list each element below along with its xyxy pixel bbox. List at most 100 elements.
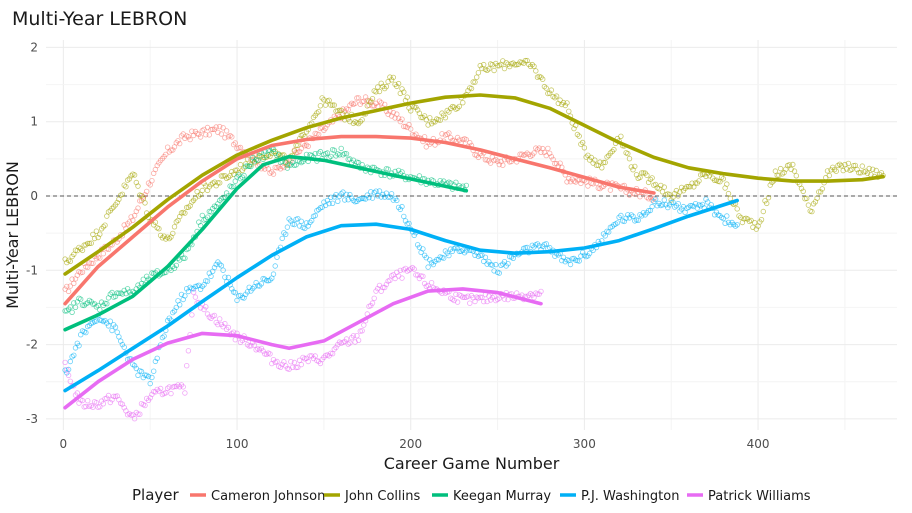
data-point — [100, 224, 106, 230]
data-point — [305, 358, 311, 365]
data-point — [677, 189, 683, 195]
data-point — [329, 351, 336, 357]
data-point — [866, 165, 872, 172]
data-point — [484, 298, 490, 305]
data-point — [437, 117, 443, 123]
data-point — [837, 161, 843, 167]
data-point — [798, 185, 805, 192]
data-point — [114, 199, 120, 206]
data-point — [507, 63, 513, 70]
data-point — [270, 171, 277, 177]
data-point — [496, 270, 502, 276]
smooth-line — [63, 134, 656, 306]
data-point — [321, 199, 327, 205]
data-point — [493, 261, 499, 268]
data-point — [183, 204, 190, 211]
data-point — [394, 197, 400, 204]
data-point — [625, 150, 631, 157]
data-point — [390, 197, 396, 203]
data-point — [126, 219, 133, 225]
data-point — [711, 177, 718, 183]
data-point — [163, 236, 169, 242]
data-point — [164, 385, 171, 391]
y-tick-label: 0 — [30, 189, 38, 203]
data-point — [312, 212, 318, 219]
data-point — [387, 74, 393, 80]
data-point — [531, 294, 537, 301]
data-point — [67, 358, 73, 365]
data-point — [225, 324, 232, 331]
data-point — [135, 372, 141, 378]
data-point — [182, 390, 188, 396]
data-point — [303, 220, 310, 226]
data-point — [215, 180, 221, 186]
data-point — [481, 298, 487, 305]
data-point — [415, 107, 421, 113]
data-point — [552, 160, 558, 167]
data-point — [331, 147, 337, 153]
data-point — [276, 164, 282, 170]
data-point — [545, 145, 551, 152]
data-point — [670, 199, 676, 205]
data-point — [375, 193, 381, 199]
data-point — [258, 281, 265, 287]
data-point — [616, 214, 622, 220]
data-point — [416, 173, 423, 179]
data-point — [312, 150, 318, 157]
smooth-line — [63, 93, 885, 276]
data-point — [328, 153, 334, 160]
data-point — [635, 217, 641, 223]
data-point — [326, 200, 332, 207]
data-point — [423, 144, 429, 150]
data-point — [378, 80, 384, 86]
data-point — [645, 207, 652, 214]
data-point — [458, 293, 464, 299]
data-point — [385, 194, 391, 200]
data-point — [105, 323, 112, 329]
data-point — [232, 290, 238, 296]
data-point — [369, 95, 376, 102]
data-point — [279, 235, 285, 242]
data-point — [196, 131, 202, 137]
data-point — [725, 190, 732, 197]
data-point — [597, 159, 603, 165]
data-point — [460, 294, 466, 300]
data-point — [164, 144, 171, 150]
data-point — [368, 189, 374, 195]
data-point — [859, 163, 865, 169]
data-point — [336, 152, 343, 158]
data-point — [225, 274, 232, 281]
data-point — [65, 372, 72, 379]
data-point — [817, 189, 824, 195]
data-point — [260, 348, 266, 354]
data-point — [449, 296, 456, 302]
data-point — [441, 255, 447, 261]
data-point — [185, 134, 192, 140]
data-point — [295, 215, 301, 222]
data-point — [647, 194, 654, 200]
data-point — [659, 202, 666, 208]
data-point — [100, 401, 106, 407]
data-point — [804, 195, 810, 202]
data-point — [592, 157, 598, 163]
data-point — [470, 79, 476, 85]
data-point — [364, 103, 370, 109]
data-point — [283, 231, 289, 237]
data-point — [208, 209, 214, 215]
data-point — [543, 241, 549, 247]
data-point — [71, 280, 77, 287]
data-point — [522, 57, 528, 64]
data-point — [395, 115, 402, 121]
data-point — [586, 250, 593, 257]
data-point — [611, 146, 617, 153]
data-point — [178, 291, 185, 298]
data-point — [307, 353, 313, 359]
data-point — [244, 289, 251, 295]
data-point — [222, 135, 228, 141]
data-point — [230, 141, 237, 148]
data-point — [486, 66, 492, 72]
data-point — [395, 167, 402, 174]
data-point — [333, 108, 339, 114]
data-point — [416, 244, 423, 251]
data-point — [843, 166, 850, 172]
